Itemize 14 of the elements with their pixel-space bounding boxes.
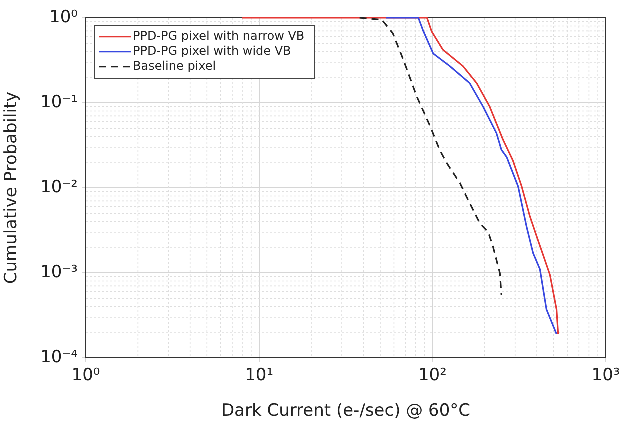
y-axis-title: Cumulative Probability: [2, 92, 22, 284]
x-axis-title: Dark Current (e-/sec) @ 60°C: [221, 401, 471, 422]
x-tick-label: 10³: [592, 366, 620, 386]
y-tick-label: 10⁰: [50, 7, 78, 28]
legend-label: PPD-PG pixel with narrow VB: [133, 29, 305, 44]
legend-label: PPD-PG pixel with wide VB: [133, 44, 292, 58]
y-tick-label: 10⁻²: [40, 177, 78, 198]
legend-label: Baseline pixel: [133, 59, 216, 74]
y-tick-label: 10⁻³: [40, 262, 78, 282]
x-tick-label: 10¹: [245, 366, 274, 386]
x-tick-label: 10²: [418, 366, 447, 386]
y-tick-label: 10⁻⁴: [40, 347, 78, 368]
y-tick-label: 10⁻¹: [40, 92, 78, 112]
x-tick-label: 10⁰: [72, 366, 100, 386]
